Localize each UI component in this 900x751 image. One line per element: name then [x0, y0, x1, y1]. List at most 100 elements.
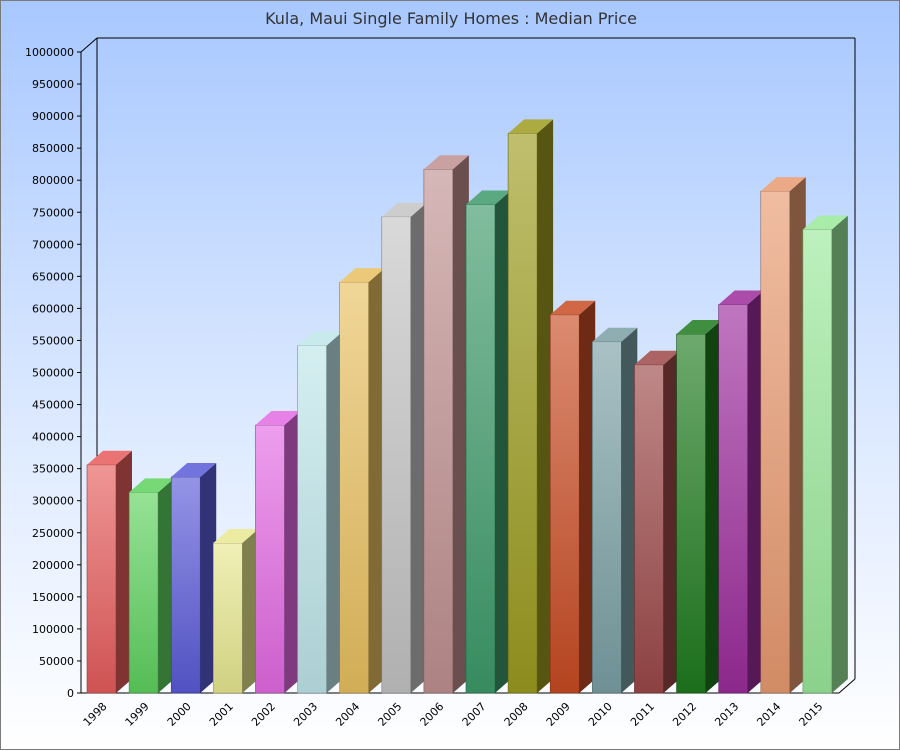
bar-top: [213, 529, 259, 544]
bar-side: [495, 190, 511, 694]
y-tick-label: 800000: [32, 174, 74, 187]
bar-top: [171, 462, 217, 477]
x-tick-label: 1999: [123, 700, 152, 729]
y-tick-label: 0: [67, 687, 74, 700]
x-tick-label: 2011: [628, 700, 657, 729]
bar-side: [663, 350, 680, 693]
x-tick-label: 1998: [81, 700, 110, 729]
bar-2006: [423, 155, 469, 694]
x-axis-ticks: 1998 1999 2000 2001 2002 2003 2004 2005 2006 2007…: [81, 700, 826, 729]
bar-side: [116, 450, 132, 693]
bar-side: [705, 320, 722, 693]
bar-top: [297, 331, 343, 346]
x-tick-label: 2005: [375, 700, 404, 729]
y-tick-label: 100000: [32, 623, 74, 636]
bar-2009: [549, 300, 596, 694]
y-tick-label: 700000: [32, 238, 74, 251]
x-tick-label: 2007: [460, 700, 489, 729]
bar-side: [200, 462, 217, 693]
bar-top: [592, 327, 638, 342]
y-tick-label: 900000: [32, 110, 74, 123]
top-left-depth-edge: [80, 37, 98, 53]
bar-2015: [802, 215, 848, 694]
bar-front: [423, 169, 454, 694]
x-tick-label: 2002: [249, 700, 278, 729]
bar-side: [579, 300, 596, 693]
x-tick-label: 2009: [544, 700, 573, 729]
y-tick-label: 500000: [32, 367, 74, 380]
bar-front: [381, 216, 412, 694]
bar-side: [242, 529, 259, 693]
y-tick-label: 250000: [32, 527, 74, 540]
bar-top: [466, 190, 511, 205]
bar-2001: [213, 529, 259, 694]
bar-top: [550, 300, 596, 315]
y-tick-label: 400000: [32, 431, 74, 444]
x-tick-label: 2008: [502, 700, 531, 729]
bar-2012: [676, 320, 722, 694]
bar-side: [326, 331, 343, 693]
x-tick-label: 2010: [586, 700, 615, 729]
bar-front: [718, 304, 748, 694]
bar-top: [339, 268, 385, 283]
bar-front: [507, 133, 538, 694]
x-tick-label: 2004: [333, 700, 362, 729]
bar-front: [760, 190, 791, 694]
x-tick-label: 2000: [165, 700, 194, 729]
bar-side: [789, 177, 806, 694]
x-tick-label: 2003: [291, 700, 320, 729]
x-tick-label: 2001: [207, 700, 236, 729]
y-tick-label: 50000: [39, 655, 74, 668]
bar-front: [634, 364, 664, 694]
y-tick-label: 350000: [32, 463, 74, 476]
bar-2005: [381, 202, 427, 694]
bar-front: [297, 345, 327, 694]
bar-front: [255, 424, 285, 694]
bar-top: [718, 290, 764, 305]
bar-side: [410, 202, 427, 693]
bar-1998: [86, 450, 132, 694]
bar-top: [381, 202, 427, 217]
bar-front: [213, 542, 243, 694]
bar-2004: [339, 268, 385, 694]
bar-side: [452, 155, 469, 694]
bar-side: [831, 215, 848, 693]
y-tick-label: 150000: [32, 591, 74, 604]
x-tick-label: 2013: [712, 700, 741, 729]
x-tick-label: 2006: [418, 700, 447, 729]
bar-2014: [760, 177, 806, 694]
bars: [86, 119, 848, 694]
bar-front: [676, 333, 706, 694]
bar-2002: [255, 411, 301, 694]
bar-front: [339, 281, 369, 694]
bar-top: [508, 119, 554, 134]
y-tick-label: 550000: [32, 334, 74, 347]
bar-top: [423, 155, 469, 170]
bar-front: [802, 229, 833, 694]
bar-front: [549, 314, 580, 694]
y-tick-label: 750000: [32, 206, 74, 219]
bar-top: [129, 478, 175, 493]
bar-side: [537, 119, 554, 694]
bar-side: [747, 290, 764, 693]
bar-front: [128, 492, 159, 694]
bar-side: [158, 478, 175, 693]
x-tick-label: 2012: [670, 700, 699, 729]
bar-2008: [507, 119, 554, 694]
y-tick-label: 200000: [32, 559, 74, 572]
y-tick-label: 300000: [32, 495, 74, 508]
bar-2000: [170, 462, 217, 694]
y-tick-label: 850000: [32, 142, 74, 155]
bar-front: [592, 341, 622, 694]
y-axis-ticks: 0 50000 100000 150000 200000 250000 300000 3500…: [25, 46, 81, 700]
bar-1999: [128, 478, 175, 694]
bar-2010: [592, 327, 638, 694]
bar-top: [802, 215, 848, 230]
x-tick-label: 2014: [754, 700, 783, 729]
bar-front: [170, 476, 201, 694]
bar-side: [368, 268, 385, 693]
bar-2003: [297, 331, 343, 694]
y-tick-label: 450000: [32, 399, 74, 412]
